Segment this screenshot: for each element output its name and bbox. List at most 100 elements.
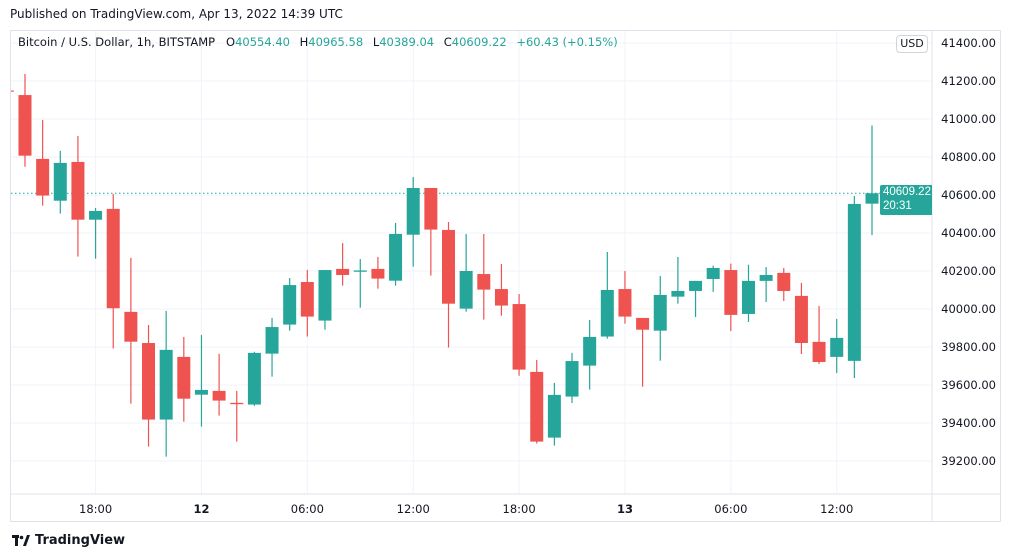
close-value: 40609.22 <box>451 35 507 49</box>
footer-logo-text: TradingView <box>35 533 126 548</box>
candle-body <box>653 294 667 331</box>
candle-body <box>247 352 261 405</box>
x-tick-label: 12:00 <box>820 502 853 516</box>
x-tick-label: 06:00 <box>291 502 324 516</box>
symbol-title: Bitcoin / U.S. Dollar, 1h, BITSTAMP <box>18 35 216 49</box>
candle-up <box>865 125 879 236</box>
y-tick-label: 40600.00 <box>941 188 996 202</box>
candle-body <box>53 162 67 201</box>
candle-up <box>318 270 332 330</box>
candle-body <box>812 341 826 363</box>
bar-countdown: 20:31 <box>883 200 912 212</box>
candle-up <box>389 222 403 286</box>
candle-down <box>106 194 120 349</box>
candle-down <box>477 233 491 320</box>
candle-up <box>89 207 103 259</box>
candle-body <box>565 361 579 397</box>
candle-body <box>371 268 385 279</box>
candle-body <box>124 311 138 342</box>
candle-body <box>530 371 544 442</box>
candle-down <box>230 390 244 442</box>
candle-body <box>336 268 350 275</box>
candle-body <box>794 295 808 344</box>
candle-up <box>53 150 67 214</box>
candle-down <box>794 282 808 355</box>
candle-body <box>11 90 14 92</box>
candle-down <box>442 221 455 348</box>
candle-body <box>759 274 773 281</box>
candle-down <box>618 271 632 324</box>
candle-down <box>18 73 32 167</box>
candle-body <box>353 270 367 272</box>
candle-down <box>494 263 508 316</box>
last-price-label: 40609.22 20:31 <box>880 185 932 215</box>
candle-body <box>424 187 438 230</box>
candle-up <box>653 275 667 361</box>
open-value: 40554.40 <box>235 35 290 49</box>
candle-body <box>741 280 755 314</box>
candle-body <box>865 193 879 204</box>
candle-down <box>724 263 738 332</box>
candle-body <box>583 336 597 366</box>
candle-body <box>830 337 844 357</box>
x-tick-label: 18:00 <box>503 502 536 516</box>
candle-up <box>847 195 861 378</box>
candle-body <box>671 290 685 297</box>
candle-down <box>777 267 791 302</box>
candle-up <box>830 318 844 374</box>
candle-body <box>194 389 208 395</box>
candle-down <box>371 256 385 289</box>
high-label: H <box>299 35 309 49</box>
candle-body <box>177 356 191 399</box>
candle-up <box>459 233 473 312</box>
candle-up <box>247 351 261 406</box>
currency-button[interactable]: USD <box>896 35 928 53</box>
chart-frame <box>10 30 1001 522</box>
candle-up <box>353 259 367 308</box>
y-tick-label: 39800.00 <box>941 340 996 354</box>
candle-body <box>459 271 473 309</box>
candle-body <box>847 203 861 361</box>
low-label: L <box>372 35 380 49</box>
candle-body <box>159 349 173 420</box>
candle-body <box>300 282 314 317</box>
x-tick-label: 06:00 <box>714 502 747 516</box>
ohlc-legend: Bitcoin / U.S. Dollar, 1h, BITSTAMP O405… <box>18 35 624 49</box>
candle-down <box>142 324 156 447</box>
candle-down <box>812 305 826 364</box>
candle-up <box>547 382 561 446</box>
y-tick-label: 41000.00 <box>941 112 996 126</box>
candle-down <box>11 90 14 92</box>
candle-up <box>741 264 755 322</box>
candle-body <box>389 233 403 281</box>
change-value: +60.43 (+0.15%) <box>516 35 618 49</box>
x-tick-label: 18:00 <box>79 502 112 516</box>
candle-body <box>283 285 297 325</box>
candle-body <box>36 158 50 196</box>
y-tick-label: 40800.00 <box>941 150 996 164</box>
candle-up <box>265 317 279 377</box>
y-tick-label: 39600.00 <box>941 378 996 392</box>
candle-up <box>671 256 685 304</box>
candle-body <box>689 280 703 291</box>
candle-body <box>512 304 526 370</box>
x-tick-label: 12:00 <box>397 502 430 516</box>
y-tick-label: 40000.00 <box>941 302 996 316</box>
y-tick-label: 41400.00 <box>941 36 996 50</box>
tradingview-logo[interactable]: TradingView <box>12 533 125 548</box>
candle-up <box>283 278 297 331</box>
candle-down <box>530 359 544 444</box>
tradingview-logo-icon <box>12 534 30 546</box>
candle-down <box>336 243 350 286</box>
candle-body <box>636 317 650 330</box>
high-value: 40965.58 <box>308 35 364 49</box>
candle-down <box>636 317 650 387</box>
candle-body <box>547 394 561 438</box>
candle-down <box>36 119 50 206</box>
candle-up <box>406 176 420 267</box>
candle-down <box>424 187 438 276</box>
x-tick-label: 12 <box>193 502 209 516</box>
candle-up <box>159 310 173 457</box>
last-price-value: 40609.22 <box>883 186 931 198</box>
